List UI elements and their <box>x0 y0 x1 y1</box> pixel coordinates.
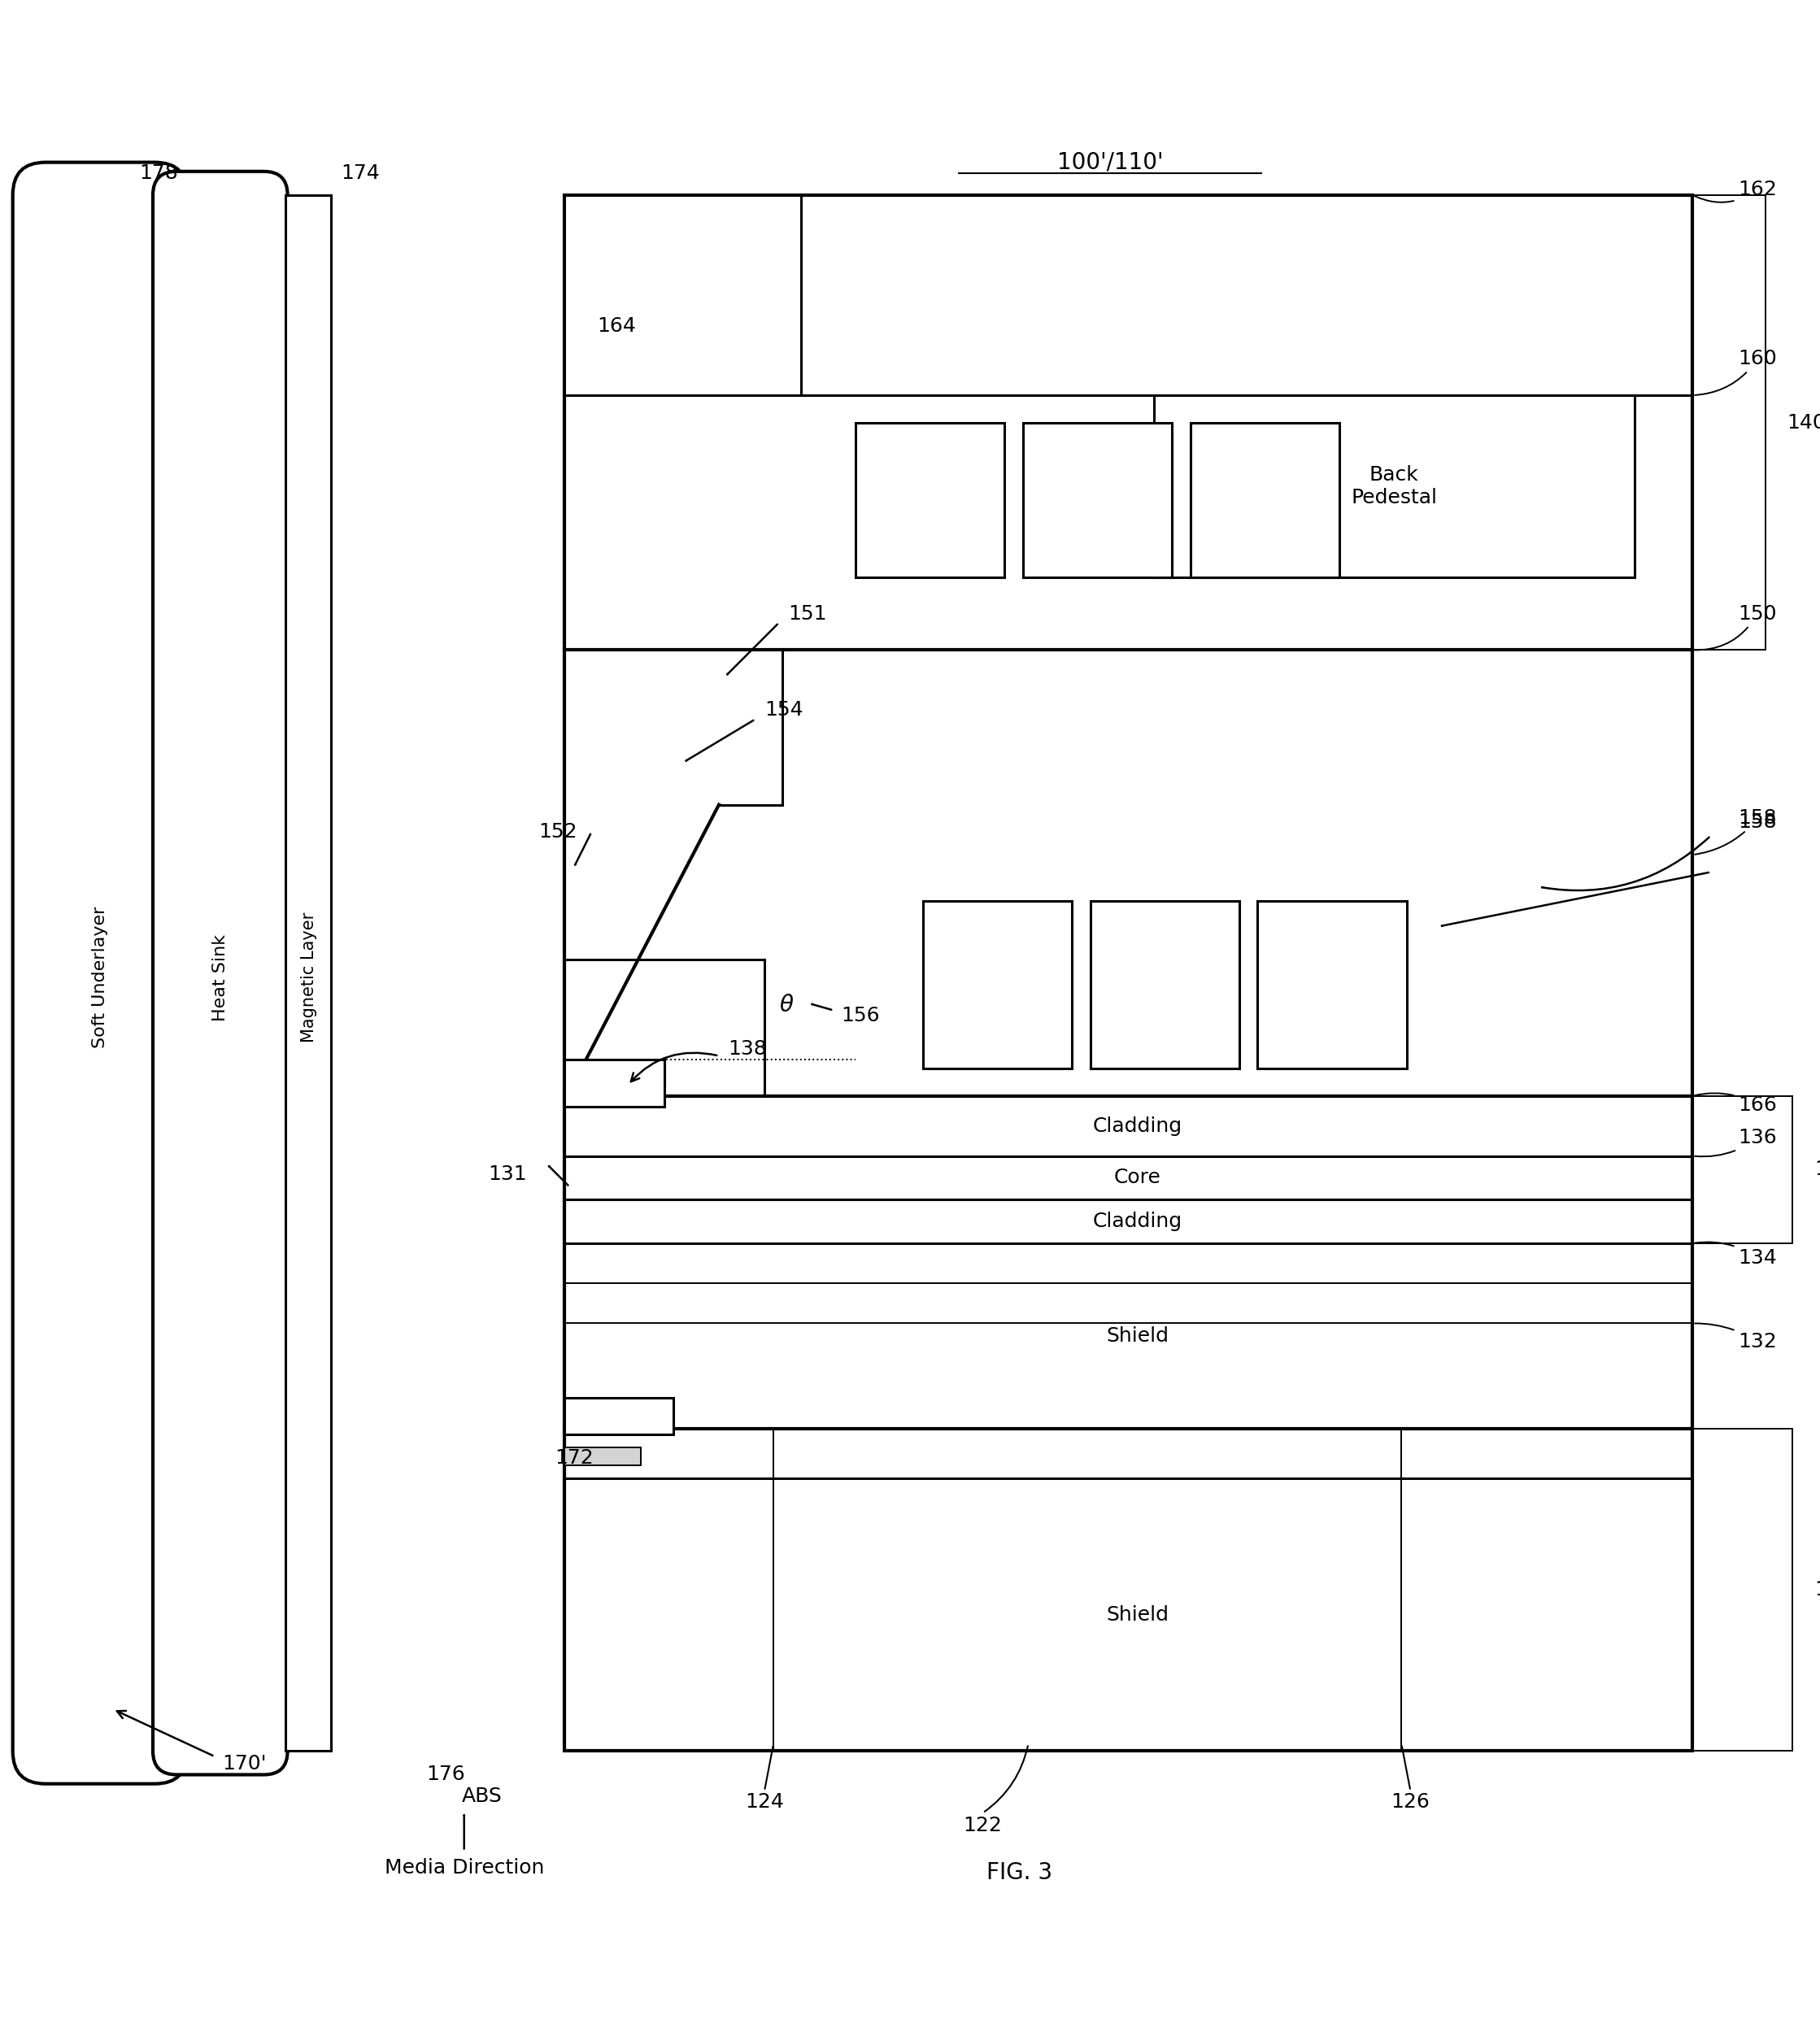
Text: 136: 136 <box>1694 1128 1776 1156</box>
Text: 152: 152 <box>539 821 577 842</box>
FancyBboxPatch shape <box>13 162 187 1785</box>
Text: Cladding: Cladding <box>1092 1211 1183 1231</box>
Text: 158: 158 <box>1694 809 1776 854</box>
FancyBboxPatch shape <box>153 172 288 1774</box>
Text: 164: 164 <box>597 316 635 337</box>
Text: 134: 134 <box>1694 1241 1776 1268</box>
Text: 176: 176 <box>426 1764 466 1785</box>
Text: 131: 131 <box>488 1164 526 1184</box>
Text: 140': 140' <box>1787 414 1820 432</box>
Text: 158: 158 <box>1738 813 1776 831</box>
Bar <box>1190 422 1340 578</box>
Text: 166: 166 <box>1694 1093 1776 1115</box>
Text: 178: 178 <box>138 164 178 183</box>
Text: Core: Core <box>1114 1168 1161 1188</box>
Text: Soft Underlayer: Soft Underlayer <box>93 907 107 1048</box>
Bar <box>1023 422 1172 578</box>
Text: FIG. 3: FIG. 3 <box>986 1862 1052 1884</box>
Bar <box>564 195 1693 1750</box>
Bar <box>923 900 1072 1069</box>
Text: 154: 154 <box>764 700 803 720</box>
Text: 172: 172 <box>555 1448 593 1468</box>
Text: 150: 150 <box>1694 604 1776 651</box>
Bar <box>1154 395 1634 578</box>
Bar <box>1258 900 1407 1069</box>
Text: 156: 156 <box>841 1006 879 1026</box>
Bar <box>286 195 331 1750</box>
Text: 151: 151 <box>788 604 826 623</box>
Bar <box>1090 900 1239 1069</box>
Text: Magnetic Layer: Magnetic Layer <box>302 913 317 1042</box>
Text: 132: 132 <box>1694 1324 1776 1351</box>
Text: Back
Pedestal: Back Pedestal <box>1350 464 1438 507</box>
Bar <box>564 1448 641 1466</box>
Bar <box>855 422 1005 578</box>
Text: 138: 138 <box>728 1038 766 1059</box>
Text: 160: 160 <box>1694 349 1776 395</box>
Text: 162: 162 <box>1694 180 1776 203</box>
Text: Shield: Shield <box>1107 1604 1168 1624</box>
Bar <box>564 1397 673 1434</box>
Text: Cladding: Cladding <box>1092 1115 1183 1136</box>
Bar <box>564 195 801 395</box>
Text: 100'/110': 100'/110' <box>1057 150 1163 174</box>
Text: 126: 126 <box>1390 1793 1431 1811</box>
Text: 170': 170' <box>222 1754 266 1774</box>
Text: Media Direction: Media Direction <box>384 1858 544 1878</box>
Text: 130': 130' <box>1815 1160 1820 1180</box>
Text: 122: 122 <box>963 1815 1003 1835</box>
Text: ABS: ABS <box>462 1787 502 1807</box>
Text: 174: 174 <box>340 164 380 183</box>
Text: $\theta$: $\theta$ <box>779 994 794 1016</box>
Text: Shield: Shield <box>1107 1326 1168 1347</box>
Bar <box>564 1059 664 1107</box>
Text: 120': 120' <box>1815 1580 1820 1600</box>
Text: Heat Sink: Heat Sink <box>213 935 228 1022</box>
Text: 124: 124 <box>744 1793 784 1811</box>
